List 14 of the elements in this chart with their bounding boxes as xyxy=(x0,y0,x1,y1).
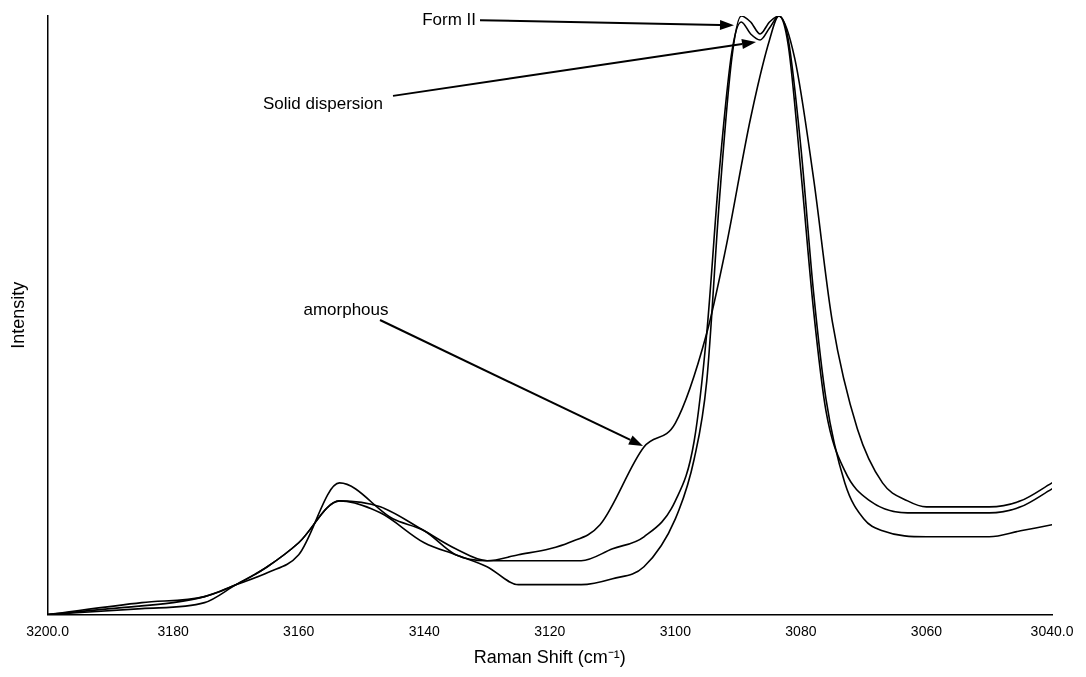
x-tick-label: 3200.0 xyxy=(26,622,70,639)
x-axis-title: Raman Shift (cm⁻¹) xyxy=(473,647,626,668)
x-tick-label: 3160 xyxy=(283,622,315,639)
annotation: Form II xyxy=(422,9,476,29)
annotation: Solid dispersion xyxy=(262,93,383,113)
x-tick-label: 3140 xyxy=(408,622,441,639)
x-tick-label: 3040.0 xyxy=(1030,622,1074,639)
y-axis-title: Intensity xyxy=(7,281,28,349)
x-tick-label: 3120 xyxy=(534,622,566,639)
x-tick-label: 3100 xyxy=(659,622,692,639)
annotation: amorphous xyxy=(303,299,389,319)
x-tick-label: 3060 xyxy=(910,622,943,639)
x-tick-label: 3180 xyxy=(157,622,189,639)
x-tick-label: 3080 xyxy=(785,622,817,639)
